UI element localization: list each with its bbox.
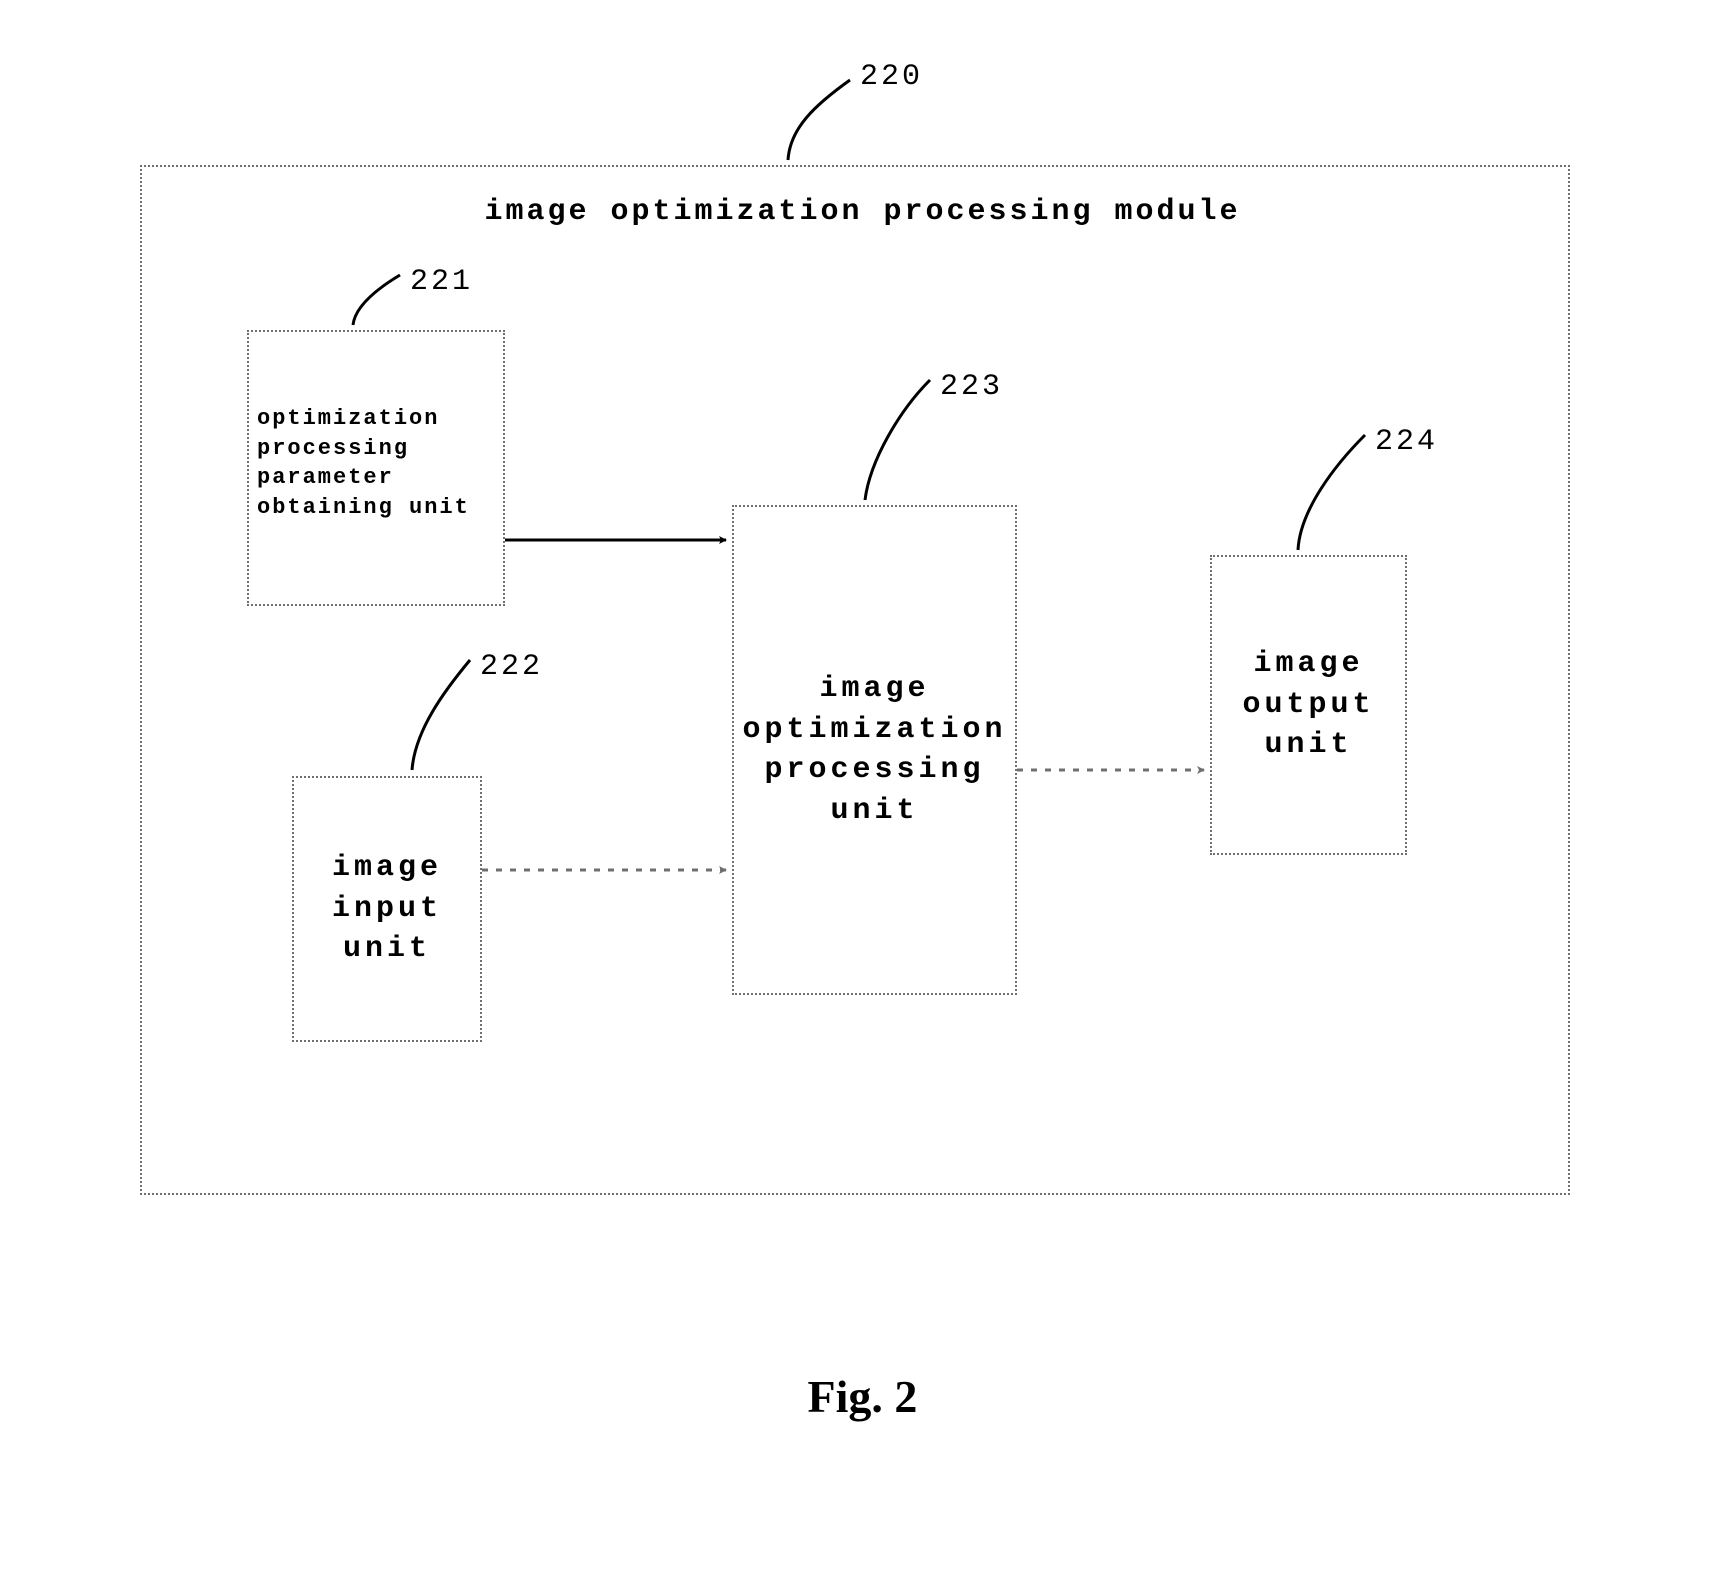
block-221: optimization processing parameter obtain… <box>247 330 505 606</box>
ref-label-221: 221 <box>410 265 473 299</box>
block-222: image input unit <box>292 776 482 1042</box>
block-223: image optimization processing unit <box>732 505 1017 995</box>
block-221-label: optimization processing parameter obtain… <box>257 404 470 523</box>
block-222-label: image input unit <box>332 848 442 970</box>
diagram-canvas: image optimization processing module 220… <box>0 0 1725 1575</box>
block-224: image output unit <box>1210 555 1407 855</box>
block-223-label: image optimization processing unit <box>742 669 1006 831</box>
module-title: image optimization processing module <box>484 195 1240 229</box>
ref-label-223: 223 <box>940 370 1003 404</box>
ref-label-220: 220 <box>860 60 923 94</box>
ref-label-222: 222 <box>480 650 543 684</box>
block-224-label: image output unit <box>1242 644 1374 766</box>
figure-caption: Fig. 2 <box>808 1370 918 1423</box>
ref-label-224: 224 <box>1375 425 1438 459</box>
